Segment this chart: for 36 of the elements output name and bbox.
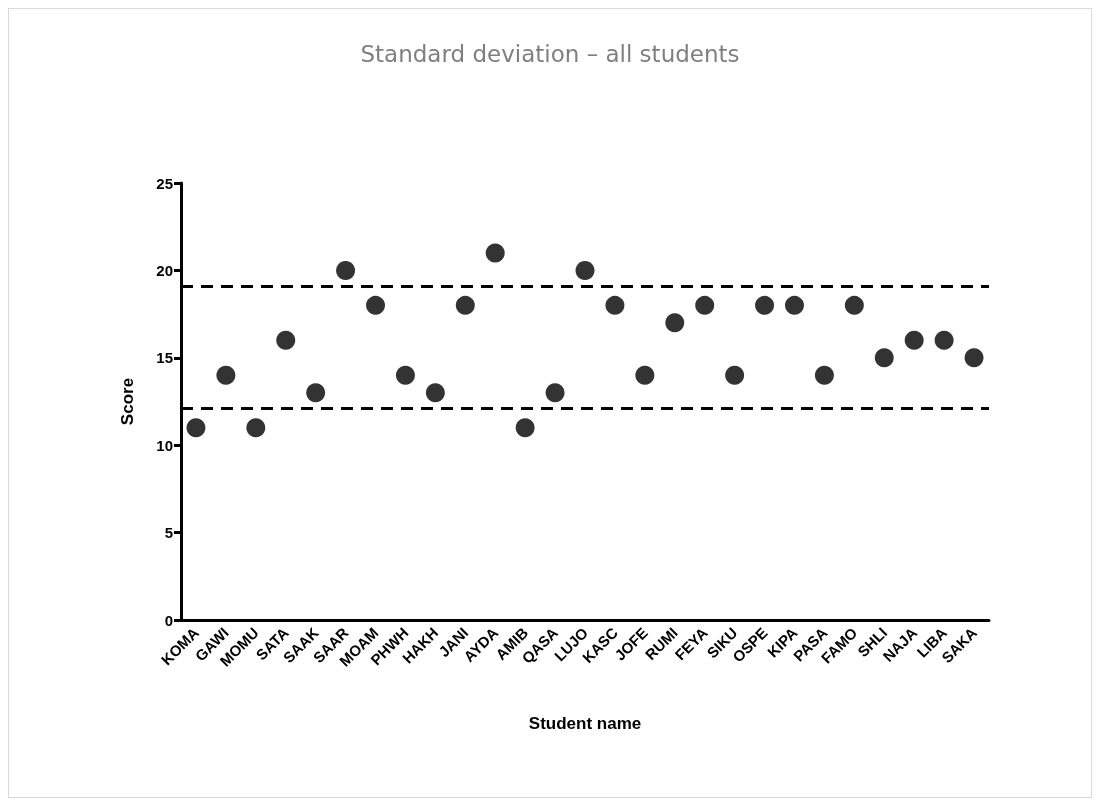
y-tick-label: 15	[156, 349, 173, 367]
y-tick-label: 10	[156, 436, 173, 454]
y-tick-label: 20	[156, 261, 173, 279]
point	[246, 418, 266, 438]
point	[395, 365, 415, 385]
y-tick-label: 0	[164, 611, 173, 629]
point	[216, 365, 236, 385]
point	[665, 313, 685, 333]
point	[575, 260, 595, 280]
x-axis-title: Student name	[528, 714, 642, 733]
y-axis-title: Score	[118, 377, 137, 426]
point	[455, 295, 475, 315]
point	[814, 365, 834, 385]
point	[605, 295, 625, 315]
point	[874, 348, 894, 368]
point	[485, 243, 505, 263]
point	[425, 383, 445, 403]
point	[515, 418, 535, 438]
y-tick-label: 25	[156, 174, 173, 192]
chart-title: Standard deviation – all students	[360, 40, 740, 67]
point	[635, 365, 655, 385]
point	[336, 260, 356, 280]
point	[306, 383, 326, 403]
point	[755, 295, 775, 315]
point	[785, 295, 804, 315]
point	[934, 330, 954, 350]
point	[186, 418, 206, 438]
point	[964, 348, 984, 368]
point	[725, 365, 745, 385]
point	[545, 383, 565, 403]
point	[276, 330, 296, 350]
point	[366, 295, 386, 315]
y-tick-label: 5	[164, 524, 173, 542]
point	[695, 295, 715, 315]
point	[904, 330, 924, 350]
point	[844, 295, 864, 315]
